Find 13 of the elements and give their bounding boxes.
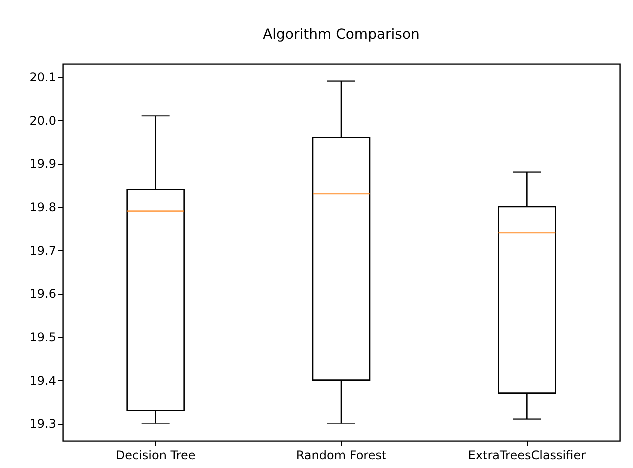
chart-title: Algorithm Comparison [263,27,420,43]
x-tick-label: ExtraTreesClassifier [468,448,586,462]
y-tick-label: 19.6 [30,287,56,302]
y-tick-label: 19.8 [30,200,56,214]
y-tick-label: 19.3 [30,417,56,432]
y-tick-label: 19.5 [30,330,56,344]
x-tick-label: Random Forest [296,448,387,462]
y-tick-label: 19.9 [30,157,56,172]
y-tick-label: 20.1 [30,70,56,84]
x-tick-label: Decision Tree [116,448,196,462]
y-tick-label: 19.7 [30,244,56,258]
y-tick-label: 19.4 [30,374,56,388]
y-tick-label: 20.0 [30,114,56,128]
